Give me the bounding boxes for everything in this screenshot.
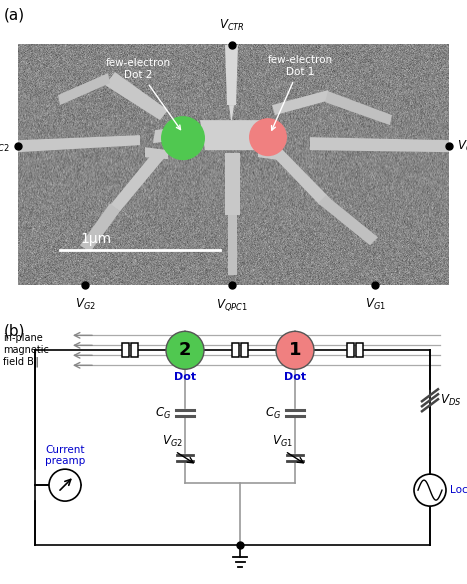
Polygon shape: [225, 45, 238, 105]
Bar: [356, 343, 363, 357]
Circle shape: [276, 331, 314, 369]
Text: Lock-in: Lock-in: [450, 485, 467, 495]
Polygon shape: [200, 120, 265, 150]
Polygon shape: [229, 105, 234, 120]
Text: few-electron
Dot 2: few-electron Dot 2: [106, 58, 181, 130]
Text: $V_{G2}$: $V_{G2}$: [162, 434, 183, 449]
Bar: [122, 343, 129, 357]
Polygon shape: [272, 90, 330, 115]
Circle shape: [49, 469, 81, 501]
Text: 1: 1: [289, 341, 301, 359]
Polygon shape: [228, 215, 237, 275]
Polygon shape: [145, 147, 168, 159]
Text: in-plane
magnetic
field B‖: in-plane magnetic field B‖: [3, 333, 49, 367]
Text: $V_{G1}$: $V_{G1}$: [365, 297, 385, 312]
Polygon shape: [225, 153, 240, 215]
Text: $V_{G1}$: $V_{G1}$: [272, 434, 293, 449]
Polygon shape: [58, 73, 110, 105]
Text: few-electron
Dot 1: few-electron Dot 1: [268, 55, 333, 130]
Polygon shape: [258, 125, 278, 139]
Polygon shape: [153, 127, 178, 143]
Circle shape: [166, 331, 204, 369]
Polygon shape: [258, 147, 280, 160]
Text: $C_G$: $C_G$: [155, 406, 171, 421]
Text: 2: 2: [179, 341, 191, 359]
Bar: [131, 343, 138, 357]
Polygon shape: [110, 150, 165, 211]
Circle shape: [249, 118, 287, 156]
Polygon shape: [270, 147, 330, 205]
Text: $V_{QPC0}$: $V_{QPC0}$: [457, 138, 467, 154]
Polygon shape: [325, 91, 392, 125]
Text: $V_{QPC2}$: $V_{QPC2}$: [0, 138, 10, 154]
Text: (a): (a): [4, 7, 25, 22]
Circle shape: [414, 474, 446, 506]
Text: $V_{QPC1}$: $V_{QPC1}$: [216, 297, 248, 313]
Text: Current
preamp: Current preamp: [45, 444, 85, 466]
Text: 1μm: 1μm: [80, 232, 111, 246]
Polygon shape: [80, 203, 120, 252]
Polygon shape: [310, 137, 449, 152]
Text: Dot: Dot: [174, 372, 196, 383]
Text: Dot: Dot: [284, 372, 306, 383]
Polygon shape: [18, 135, 140, 152]
Text: (b): (b): [4, 324, 26, 338]
Bar: [347, 343, 354, 357]
Text: $C_G$: $C_G$: [265, 406, 281, 421]
Polygon shape: [105, 72, 168, 120]
Polygon shape: [318, 195, 378, 245]
Circle shape: [161, 116, 205, 160]
Bar: [241, 343, 248, 357]
Text: $V_{DS}$: $V_{DS}$: [440, 392, 461, 408]
Text: $V_{G2}$: $V_{G2}$: [75, 297, 95, 312]
Bar: [232, 343, 239, 357]
Text: $V_{CTR}$: $V_{CTR}$: [219, 18, 245, 33]
